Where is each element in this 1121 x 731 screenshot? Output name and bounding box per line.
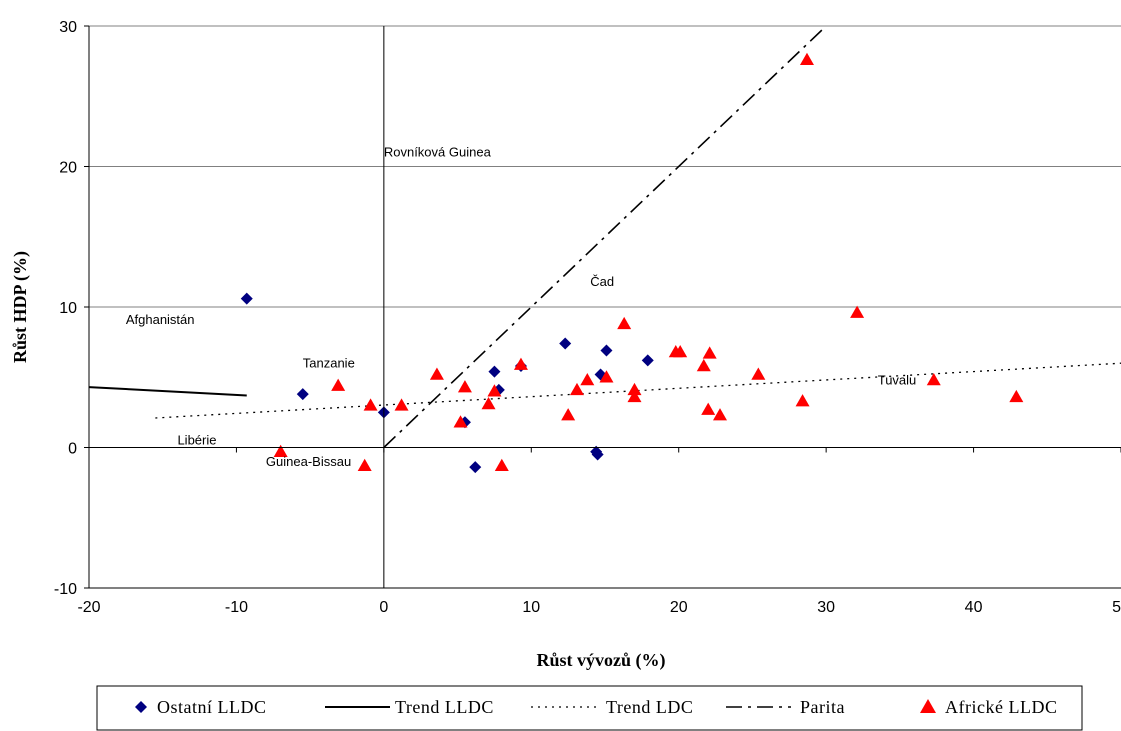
data-point-africke-lldc	[617, 316, 632, 330]
data-point-africke-lldc	[599, 370, 614, 383]
data-point-ostatni-lldc	[591, 448, 604, 461]
y-tick-label: 0	[68, 441, 77, 458]
data-point-africke-lldc	[1009, 389, 1024, 403]
data-point-africke-lldc	[569, 382, 584, 396]
data-point-africke-lldc	[561, 408, 576, 421]
country-annotation: Afghanistán	[126, 312, 195, 327]
data-point-africke-lldc	[513, 357, 528, 370]
x-tick-label: 40	[965, 599, 983, 616]
legend: Ostatní LLDC Trend LLDC Trend LDC Parita Afr…	[96, 685, 1083, 731]
data-point-africke-lldc	[429, 367, 444, 380]
data-point-africke-lldc	[702, 346, 717, 359]
data-point-africke-lldc	[494, 458, 509, 472]
series-line-trend-lldc	[89, 386, 247, 397]
data-point-africke-lldc	[696, 359, 711, 372]
data-point-africke-lldc	[712, 408, 727, 421]
data-point-ostatni-lldc	[296, 388, 309, 401]
data-point-africke-lldc	[627, 382, 642, 396]
legend-label: Trend LLDC	[395, 697, 494, 717]
y-tick-label: 20	[59, 160, 77, 177]
data-point-ostatni-lldc	[600, 344, 613, 357]
x-tick-label: -20	[77, 599, 100, 616]
data-point-africke-lldc	[850, 305, 865, 318]
series-layer	[89, 26, 1121, 474]
legend-label: Africké LLDC	[945, 697, 1057, 717]
data-point-ostatni-lldc	[559, 337, 572, 350]
y-tick-label: 10	[59, 300, 77, 317]
x-tick-label: -10	[225, 599, 248, 616]
data-point-africke-lldc	[926, 373, 941, 386]
x-tick-label: 50	[1112, 599, 1121, 616]
data-point-africke-lldc	[799, 52, 814, 65]
data-point-africke-lldc	[363, 398, 378, 411]
data-point-africke-lldc	[795, 394, 810, 407]
legend-box	[96, 685, 1083, 731]
data-point-africke-lldc	[481, 396, 496, 410]
data-point-africke-lldc	[273, 444, 288, 457]
legend-symbol-diamond	[135, 701, 147, 713]
country-annotation: Libérie	[177, 433, 216, 448]
data-point-africke-lldc	[487, 384, 502, 397]
data-point-ostatni-lldc	[240, 292, 253, 305]
country-annotation: Čad	[590, 274, 614, 289]
data-point-africke-lldc	[357, 458, 372, 472]
legend-label: Parita	[800, 697, 845, 717]
x-axis-title: Růst vývozů (%)	[537, 650, 666, 671]
data-point-africke-lldc	[701, 402, 716, 415]
country-annotation: Guinea-Bissau	[266, 454, 351, 469]
data-point-africke-lldc	[394, 398, 409, 411]
data-point-africke-lldc	[331, 378, 346, 391]
gridlines	[89, 25, 1121, 308]
data-point-ostatni-lldc	[488, 365, 501, 378]
x-tick-label: 10	[522, 599, 540, 616]
legend-label: Ostatní LLDC	[157, 697, 267, 717]
data-point-africke-lldc	[673, 344, 688, 358]
data-point-ostatni-lldc	[469, 461, 482, 474]
series-line-parita	[383, 26, 827, 449]
data-point-africke-lldc	[457, 380, 472, 393]
x-tick-label: 30	[817, 599, 835, 616]
data-point-africke-lldc	[453, 415, 468, 428]
x-tick-label: 0	[379, 599, 388, 616]
country-annotation: Rovníková Guinea	[384, 145, 492, 160]
legend-label: Trend LDC	[606, 697, 693, 717]
country-annotation: Tanzanie	[303, 355, 355, 370]
country-annotation: Tuvalu	[878, 372, 917, 387]
y-tick-label: -10	[54, 581, 77, 598]
legend-symbol-triangle	[920, 699, 936, 713]
annotations: Rovníková Guinea Čad Afghanistán Tanzanie Tu…	[126, 145, 916, 469]
y-tick-label: 30	[59, 19, 77, 36]
x-tick-label: 20	[670, 599, 688, 616]
data-point-ostatni-lldc	[641, 354, 654, 367]
data-point-africke-lldc	[580, 373, 595, 386]
data-point-africke-lldc	[751, 367, 766, 380]
data-point-africke-lldc	[627, 389, 642, 403]
y-axis-title: Růst HDP (%)	[10, 251, 31, 363]
